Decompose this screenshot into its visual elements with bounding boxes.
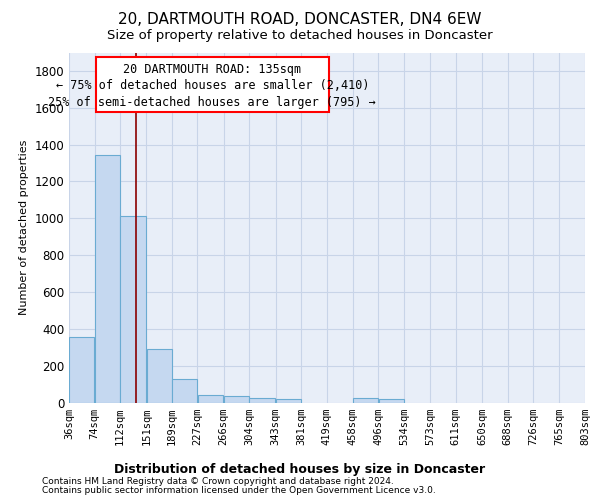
Bar bbox=[224, 396, 249, 402]
Text: 25% of semi-detached houses are larger (795) →: 25% of semi-detached houses are larger (… bbox=[49, 96, 376, 109]
Y-axis label: Number of detached properties: Number of detached properties bbox=[19, 140, 29, 315]
Bar bbox=[276, 399, 301, 402]
Bar bbox=[379, 399, 404, 402]
Text: 20 DARTMOUTH ROAD: 135sqm: 20 DARTMOUTH ROAD: 135sqm bbox=[123, 63, 301, 76]
Text: Contains public sector information licensed under the Open Government Licence v3: Contains public sector information licen… bbox=[42, 486, 436, 495]
Bar bbox=[250, 398, 275, 402]
FancyBboxPatch shape bbox=[96, 57, 329, 112]
Bar bbox=[353, 398, 378, 402]
Text: Distribution of detached houses by size in Doncaster: Distribution of detached houses by size … bbox=[115, 462, 485, 475]
Bar bbox=[146, 349, 172, 403]
Bar bbox=[197, 395, 223, 402]
Bar bbox=[120, 216, 146, 402]
Bar bbox=[172, 380, 197, 402]
Text: Size of property relative to detached houses in Doncaster: Size of property relative to detached ho… bbox=[107, 29, 493, 42]
Text: 20, DARTMOUTH ROAD, DONCASTER, DN4 6EW: 20, DARTMOUTH ROAD, DONCASTER, DN4 6EW bbox=[118, 12, 482, 28]
Text: Contains HM Land Registry data © Crown copyright and database right 2024.: Contains HM Land Registry data © Crown c… bbox=[42, 477, 394, 486]
Bar bbox=[69, 337, 94, 402]
Bar bbox=[95, 154, 120, 402]
Text: ← 75% of detached houses are smaller (2,410): ← 75% of detached houses are smaller (2,… bbox=[56, 80, 369, 92]
